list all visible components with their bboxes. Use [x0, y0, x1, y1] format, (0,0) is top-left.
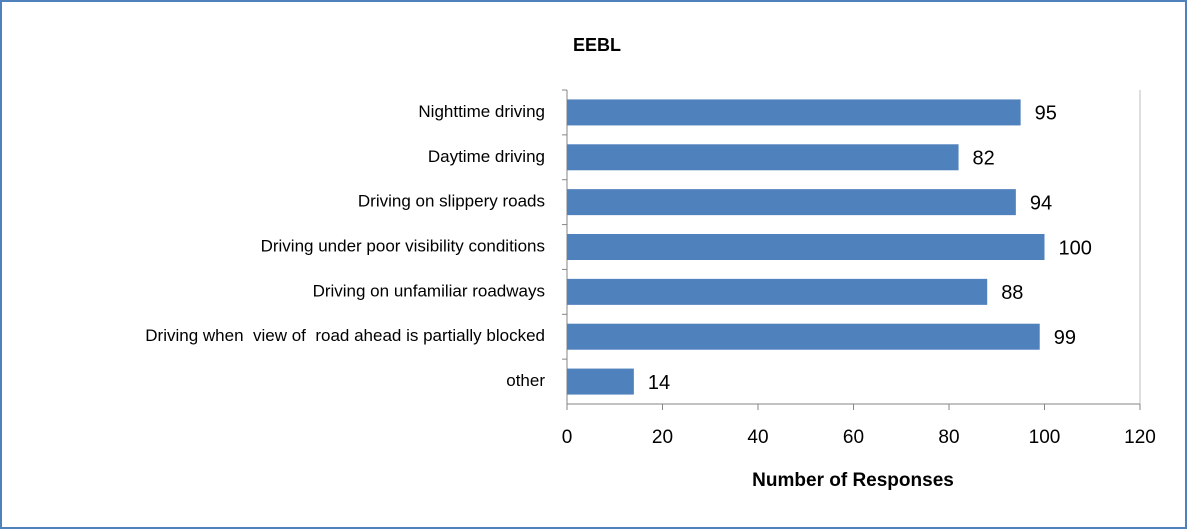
y-tick-label: Driving on unfamiliar roadways [313, 281, 545, 300]
bar [567, 234, 1045, 260]
y-tick-label: Driving under poor visibility conditions [261, 236, 545, 255]
data-label: 94 [1030, 192, 1052, 214]
y-tick-label: other [506, 371, 545, 390]
x-tick-label: 100 [1029, 427, 1061, 448]
x-tick-label: 0 [562, 427, 573, 448]
data-label: 100 [1059, 237, 1092, 259]
x-tick-label: 80 [938, 427, 959, 448]
bar [567, 278, 988, 305]
x-tick-label: 20 [652, 427, 673, 448]
x-axis-title: Number of Responses [752, 470, 954, 491]
x-tick-label: 40 [747, 427, 768, 448]
data-label: 14 [648, 372, 670, 394]
chart-title: EEBL [573, 35, 621, 55]
data-label: 82 [973, 148, 995, 170]
data-label: 95 [1035, 103, 1057, 125]
y-tick-label: Nighttime driving [418, 102, 545, 121]
y-tick-label: Daytime driving [428, 147, 545, 166]
bar [567, 323, 1040, 350]
bar [567, 99, 1021, 126]
y-tick-label: Driving on slippery roads [358, 192, 545, 211]
bar [567, 368, 634, 395]
x-tick-label: 60 [843, 427, 864, 448]
y-tick-label: Driving when view of road ahead is parti… [145, 326, 545, 345]
data-label: 99 [1054, 327, 1076, 349]
x-tick-label: 120 [1124, 427, 1156, 448]
bar [567, 144, 959, 171]
data-label: 88 [1001, 282, 1023, 304]
bar [567, 189, 1016, 216]
